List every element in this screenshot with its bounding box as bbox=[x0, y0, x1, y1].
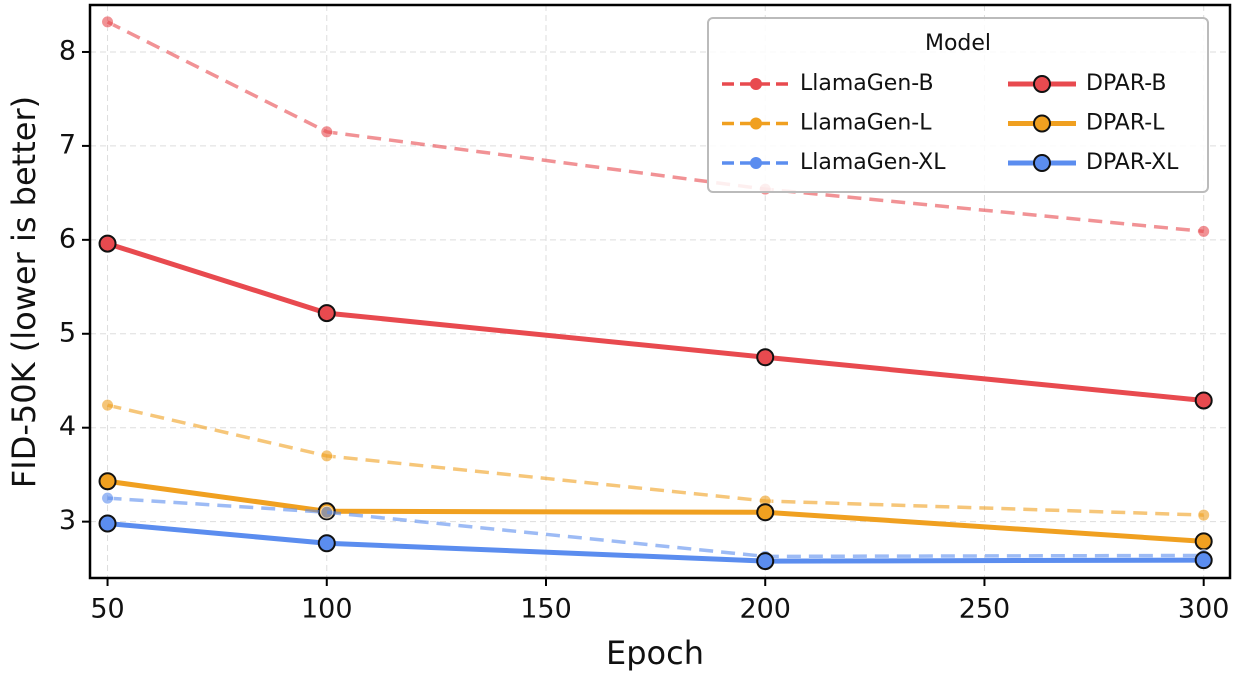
x-tick-label: 200 bbox=[739, 594, 791, 625]
point bbox=[320, 449, 334, 463]
legend-label: LlamaGen-L bbox=[800, 111, 932, 136]
y-axis-label: FID-50K (lower is better) bbox=[5, 96, 43, 488]
point bbox=[98, 472, 117, 491]
legend-label: LlamaGen-XL bbox=[800, 150, 946, 175]
legend-marker bbox=[1033, 114, 1051, 133]
series-line bbox=[107, 521, 1204, 564]
legend-frame bbox=[707, 17, 1209, 193]
point bbox=[320, 125, 334, 139]
x-tick-label: 150 bbox=[520, 594, 572, 625]
point bbox=[1194, 391, 1213, 410]
point bbox=[101, 398, 115, 412]
point bbox=[756, 348, 775, 367]
point bbox=[317, 304, 336, 323]
point bbox=[98, 514, 117, 533]
legend-marker bbox=[1033, 154, 1051, 172]
series-line bbox=[107, 478, 1204, 544]
point bbox=[98, 234, 117, 253]
legend-label: DPAR-XL bbox=[1086, 150, 1179, 175]
point bbox=[320, 505, 334, 519]
legend-label: DPAR-L bbox=[1086, 111, 1165, 136]
y-tick-label: 7 bbox=[59, 129, 76, 160]
y-tick-label: 3 bbox=[59, 505, 76, 536]
x-axis-label: Epoch bbox=[606, 634, 704, 672]
legend-marker bbox=[750, 78, 762, 90]
x-tick-label: 100 bbox=[301, 594, 353, 625]
y-tick-label: 5 bbox=[59, 317, 76, 348]
legend-marker bbox=[750, 157, 762, 169]
legend-marker bbox=[750, 117, 762, 130]
point bbox=[1197, 224, 1211, 238]
point bbox=[101, 15, 115, 29]
point bbox=[101, 491, 115, 505]
point bbox=[1197, 508, 1211, 522]
series-line bbox=[106, 241, 1204, 403]
y-tick-label: 4 bbox=[59, 411, 76, 442]
legend-label: DPAR-B bbox=[1086, 71, 1167, 96]
x-tick-label: 50 bbox=[90, 594, 124, 625]
point bbox=[1194, 551, 1213, 570]
y-tick-label: 8 bbox=[59, 35, 76, 66]
x-tick-label: 250 bbox=[959, 594, 1011, 625]
legend-label: LlamaGen-B bbox=[800, 71, 934, 96]
point bbox=[1194, 532, 1213, 551]
legend-marker bbox=[1033, 75, 1051, 93]
x-tick-label: 300 bbox=[1178, 594, 1230, 625]
series-line bbox=[107, 403, 1204, 517]
legend: Model LlamaGen-B LlamaGen-L LlamaGen-XL DPAR… bbox=[707, 17, 1209, 193]
point bbox=[756, 552, 775, 571]
point bbox=[756, 503, 775, 522]
series-line bbox=[107, 496, 1204, 559]
legend-title: Model bbox=[925, 31, 991, 56]
point bbox=[317, 534, 336, 553]
series-line bbox=[106, 20, 1204, 234]
plot-frame bbox=[88, 3, 1232, 580]
y-tick-label: 6 bbox=[59, 223, 76, 254]
